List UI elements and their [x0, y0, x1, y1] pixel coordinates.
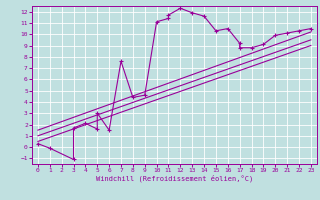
X-axis label: Windchill (Refroidissement éolien,°C): Windchill (Refroidissement éolien,°C) — [96, 175, 253, 182]
